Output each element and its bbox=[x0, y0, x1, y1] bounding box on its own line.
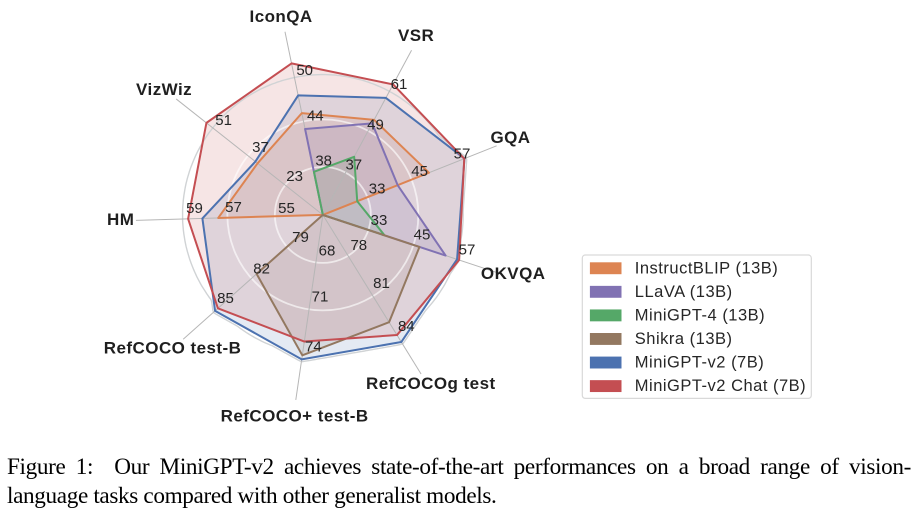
svg-text:RefCOCOg test: RefCOCOg test bbox=[366, 374, 496, 393]
svg-text:74: 74 bbox=[305, 339, 322, 356]
svg-text:RefCOCO+ test-B: RefCOCO+ test-B bbox=[221, 406, 369, 425]
svg-text:Shikra (13B): Shikra (13B) bbox=[635, 330, 733, 348]
svg-text:55: 55 bbox=[278, 200, 295, 217]
svg-text:HM: HM bbox=[107, 210, 134, 229]
svg-text:50: 50 bbox=[296, 62, 313, 79]
svg-text:85: 85 bbox=[217, 290, 234, 307]
svg-text:IconQA: IconQA bbox=[250, 7, 313, 26]
svg-text:68: 68 bbox=[319, 243, 336, 260]
svg-text:MiniGPT-4 (13B): MiniGPT-4 (13B) bbox=[635, 306, 765, 324]
svg-text:23: 23 bbox=[286, 168, 303, 185]
svg-text:57: 57 bbox=[225, 199, 242, 216]
svg-text:79: 79 bbox=[292, 229, 309, 246]
svg-text:37: 37 bbox=[345, 157, 362, 174]
svg-text:MiniGPT-v2 (7B): MiniGPT-v2 (7B) bbox=[635, 354, 764, 372]
svg-text:45: 45 bbox=[414, 226, 431, 243]
svg-text:71: 71 bbox=[312, 288, 329, 305]
svg-text:61: 61 bbox=[391, 76, 408, 93]
svg-text:57: 57 bbox=[454, 145, 471, 162]
svg-text:RefCOCO test-B: RefCOCO test-B bbox=[104, 339, 242, 358]
svg-text:81: 81 bbox=[373, 275, 390, 292]
svg-text:33: 33 bbox=[369, 181, 386, 198]
svg-text:InstructBLIP (13B): InstructBLIP (13B) bbox=[635, 259, 779, 277]
svg-text:38: 38 bbox=[315, 153, 332, 170]
svg-text:GQA: GQA bbox=[490, 128, 530, 147]
svg-text:MiniGPT-v2 Chat (7B): MiniGPT-v2 Chat (7B) bbox=[635, 377, 806, 395]
svg-text:33: 33 bbox=[371, 212, 388, 229]
svg-text:VSR: VSR bbox=[398, 26, 434, 45]
svg-text:OKVQA: OKVQA bbox=[481, 264, 546, 283]
svg-text:84: 84 bbox=[398, 318, 415, 335]
svg-text:LLaVA (13B): LLaVA (13B) bbox=[635, 283, 733, 301]
svg-text:49: 49 bbox=[367, 116, 384, 133]
svg-text:44: 44 bbox=[307, 108, 324, 125]
svg-text:59: 59 bbox=[186, 200, 203, 217]
svg-text:51: 51 bbox=[215, 112, 232, 129]
svg-text:45: 45 bbox=[411, 163, 428, 180]
svg-text:37: 37 bbox=[252, 139, 269, 156]
svg-text:78: 78 bbox=[350, 237, 367, 254]
svg-text:57: 57 bbox=[459, 241, 476, 258]
svg-text:82: 82 bbox=[253, 260, 270, 277]
svg-text:VizWiz: VizWiz bbox=[136, 80, 192, 99]
